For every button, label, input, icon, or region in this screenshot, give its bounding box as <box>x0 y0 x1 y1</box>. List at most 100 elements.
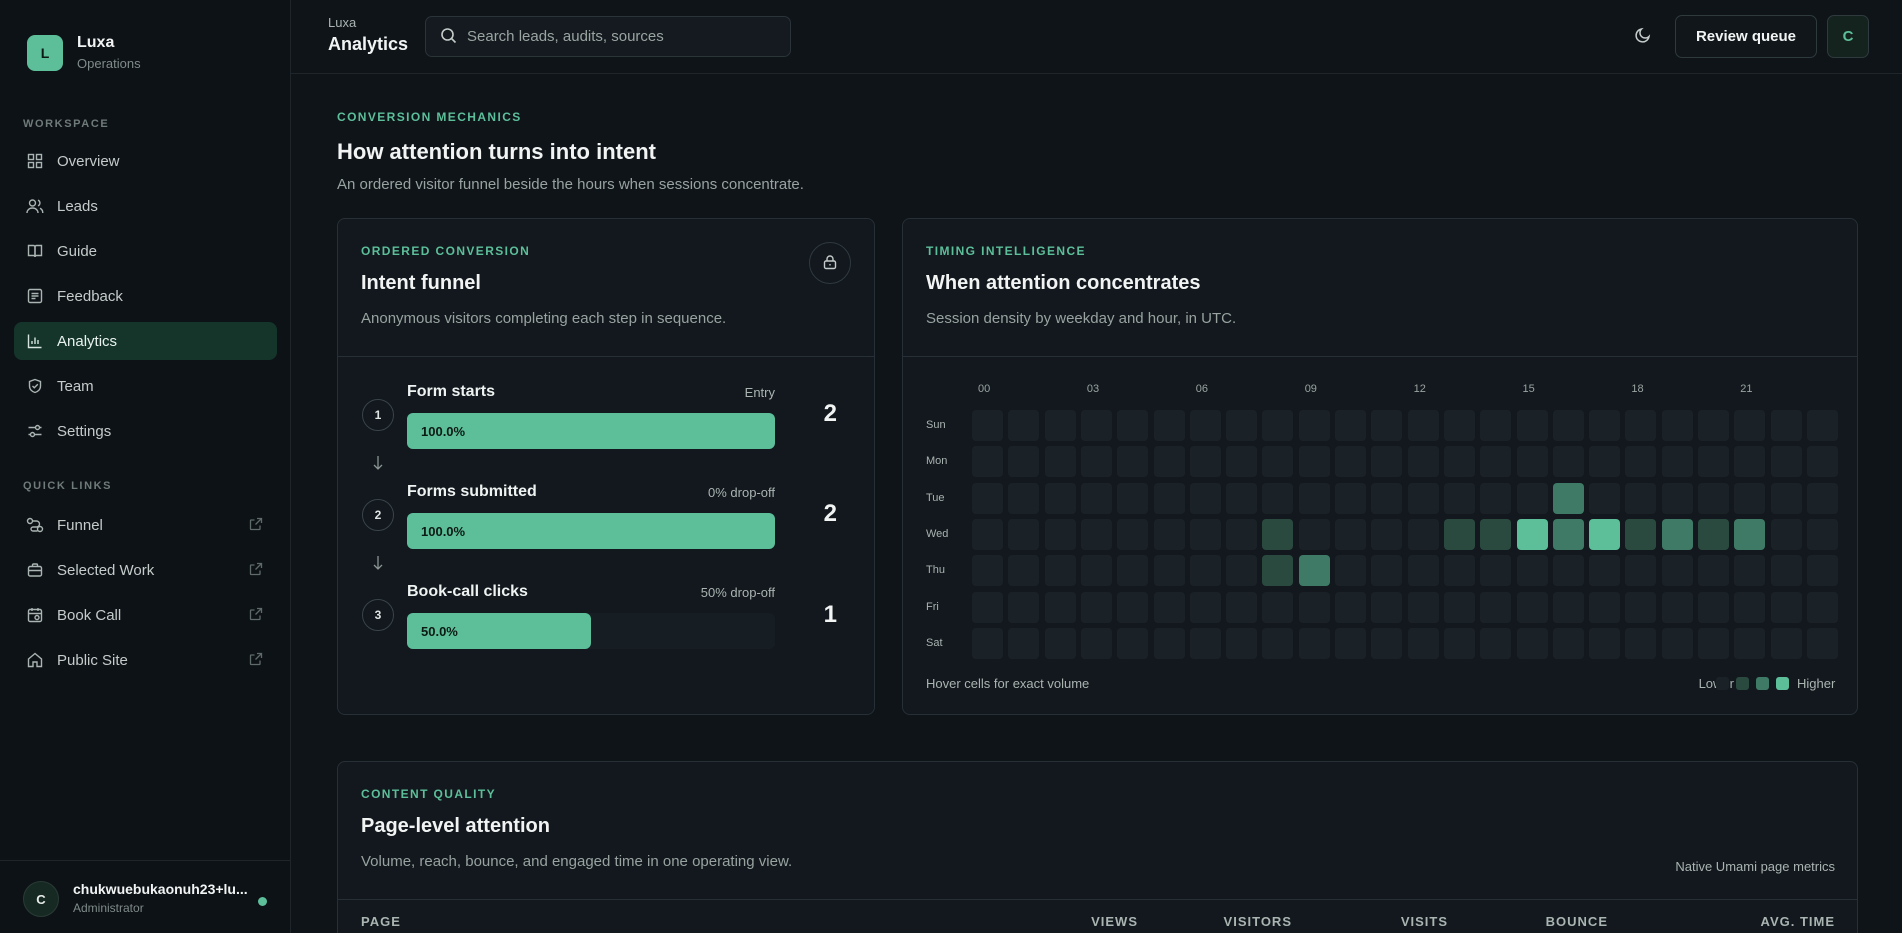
heatmap-cell[interactable] <box>1734 627 1766 659</box>
heatmap-cell[interactable] <box>1044 518 1076 550</box>
heatmap-cell[interactable] <box>1262 591 1294 623</box>
heatmap-cell[interactable] <box>1661 627 1693 659</box>
column-header-views[interactable]: VIEWS <box>1091 914 1138 929</box>
heatmap-cell[interactable] <box>1189 410 1221 441</box>
heatmap-cell[interactable] <box>1407 555 1439 587</box>
heatmap-cell[interactable] <box>1044 591 1076 623</box>
heatmap-cell[interactable] <box>1516 446 1548 478</box>
column-header-visits[interactable]: VISITS <box>1400 914 1448 929</box>
heatmap-cell[interactable] <box>1298 518 1330 550</box>
brand[interactable]: L Luxa Operations <box>27 34 141 71</box>
heatmap-cell[interactable] <box>1552 555 1584 587</box>
heatmap-cell[interactable] <box>1298 591 1330 623</box>
heatmap-cell[interactable] <box>1044 555 1076 587</box>
heatmap-cell[interactable] <box>1226 446 1258 478</box>
heatmap-cell[interactable] <box>1407 446 1439 478</box>
heatmap-cell[interactable] <box>1443 446 1475 478</box>
heatmap-cell[interactable] <box>1661 518 1693 550</box>
sidebar-item-leads[interactable]: Leads <box>14 187 277 225</box>
heatmap-cell[interactable] <box>1153 591 1185 623</box>
heatmap-cell[interactable] <box>972 518 1003 550</box>
heatmap-cell[interactable] <box>1698 555 1729 587</box>
heatmap-cell[interactable] <box>1770 482 1802 514</box>
heatmap-cell[interactable] <box>1443 410 1475 441</box>
heatmap-cell[interactable] <box>1589 627 1621 659</box>
heatmap-cell[interactable] <box>1153 518 1185 550</box>
heatmap-cell[interactable] <box>1371 410 1403 441</box>
heatmap-cell[interactable] <box>1552 518 1584 550</box>
heatmap-cell[interactable] <box>1262 446 1294 478</box>
heatmap-cell[interactable] <box>1806 518 1838 550</box>
heatmap-cell[interactable] <box>1480 591 1512 623</box>
heatmap-cell[interactable] <box>1335 410 1366 441</box>
heatmap-cell[interactable] <box>1770 446 1802 478</box>
heatmap-cell[interactable] <box>1335 555 1366 587</box>
quick-link-funnel[interactable]: Funnel <box>14 506 277 544</box>
sidebar-item-analytics[interactable]: Analytics <box>14 322 277 360</box>
heatmap-cell[interactable] <box>1189 446 1221 478</box>
heatmap-cell[interactable] <box>1480 555 1512 587</box>
heatmap-cell[interactable] <box>1589 555 1621 587</box>
sidebar-item-feedback[interactable]: Feedback <box>14 277 277 315</box>
heatmap-cell[interactable] <box>1552 446 1584 478</box>
heatmap-cell[interactable] <box>1625 627 1657 659</box>
heatmap-cell[interactable] <box>1661 446 1693 478</box>
heatmap-cell[interactable] <box>1298 410 1330 441</box>
heatmap-cell[interactable] <box>1806 591 1838 623</box>
lock-button[interactable] <box>809 242 851 284</box>
heatmap-cell[interactable] <box>1117 555 1149 587</box>
heatmap-cell[interactable] <box>1806 410 1838 441</box>
heatmap-cell[interactable] <box>1335 482 1366 514</box>
heatmap-cell[interactable] <box>1661 410 1693 441</box>
heatmap-cell[interactable] <box>1770 518 1802 550</box>
sidebar-item-overview[interactable]: Overview <box>14 142 277 180</box>
heatmap-cell[interactable] <box>1770 410 1802 441</box>
heatmap-cell[interactable] <box>972 555 1003 587</box>
heatmap-cell[interactable] <box>1734 518 1766 550</box>
column-header-visitors[interactable]: VISITORS <box>1223 914 1292 929</box>
heatmap-cell[interactable] <box>1698 518 1729 550</box>
heatmap-cell[interactable] <box>1698 482 1729 514</box>
column-header-bounce[interactable]: BOUNCE <box>1545 914 1608 929</box>
heatmap-cell[interactable] <box>1770 591 1802 623</box>
quick-link-public-site[interactable]: Public Site <box>14 641 277 679</box>
sidebar-item-settings[interactable]: Settings <box>14 412 277 450</box>
avatar[interactable]: C <box>1827 15 1869 58</box>
heatmap-cell[interactable] <box>1117 482 1149 514</box>
heatmap-cell[interactable] <box>1516 410 1548 441</box>
heatmap-cell[interactable] <box>1661 482 1693 514</box>
heatmap-cell[interactable] <box>1008 591 1040 623</box>
heatmap-cell[interactable] <box>1008 446 1040 478</box>
heatmap-cell[interactable] <box>1335 446 1366 478</box>
heatmap-cell[interactable] <box>1407 518 1439 550</box>
heatmap-cell[interactable] <box>1589 591 1621 623</box>
heatmap-cell[interactable] <box>1516 482 1548 514</box>
heatmap-cell[interactable] <box>1226 555 1258 587</box>
heatmap-cell[interactable] <box>1552 627 1584 659</box>
heatmap-cell[interactable] <box>1516 518 1548 550</box>
heatmap-cell[interactable] <box>1407 482 1439 514</box>
heatmap-cell[interactable] <box>1480 446 1512 478</box>
heatmap-cell[interactable] <box>1770 555 1802 587</box>
heatmap-cell[interactable] <box>1008 410 1040 441</box>
heatmap-cell[interactable] <box>1480 410 1512 441</box>
heatmap-cell[interactable] <box>1806 482 1838 514</box>
heatmap-cell[interactable] <box>1080 410 1112 441</box>
heatmap-cell[interactable] <box>1335 591 1366 623</box>
heatmap-cell[interactable] <box>1371 591 1403 623</box>
heatmap-cell[interactable] <box>1625 518 1657 550</box>
heatmap-cell[interactable] <box>1008 627 1040 659</box>
heatmap-cell[interactable] <box>1480 482 1512 514</box>
heatmap-cell[interactable] <box>1189 555 1221 587</box>
heatmap-cell[interactable] <box>1371 518 1403 550</box>
heatmap-cell[interactable] <box>1698 446 1729 478</box>
heatmap-cell[interactable] <box>1661 591 1693 623</box>
heatmap-cell[interactable] <box>1298 482 1330 514</box>
heatmap-cell[interactable] <box>1262 410 1294 441</box>
heatmap-cell[interactable] <box>1698 591 1729 623</box>
heatmap-cell[interactable] <box>972 482 1003 514</box>
heatmap-cell[interactable] <box>1044 410 1076 441</box>
heatmap-cell[interactable] <box>1407 410 1439 441</box>
heatmap-cell[interactable] <box>1335 627 1366 659</box>
heatmap-cell[interactable] <box>1407 627 1439 659</box>
